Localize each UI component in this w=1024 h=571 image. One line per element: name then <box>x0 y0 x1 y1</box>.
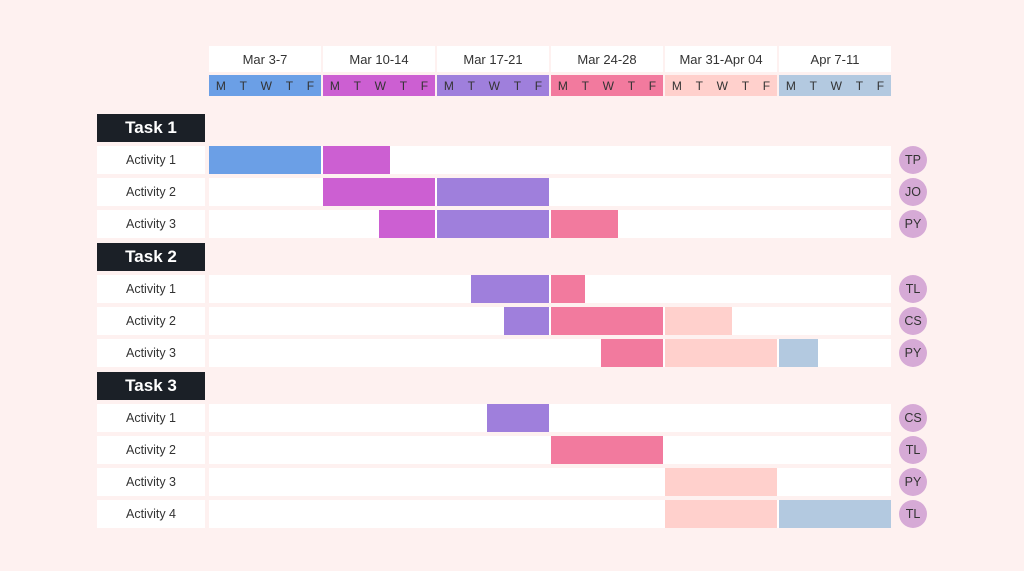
gantt-bar <box>665 339 777 367</box>
day-label: T <box>239 78 247 93</box>
activity-track <box>209 275 891 303</box>
day-label: W <box>602 78 614 93</box>
activity-label: Activity 1 <box>97 146 205 174</box>
assignee-avatar: TL <box>899 436 927 464</box>
activity-label: Activity 3 <box>97 468 205 496</box>
assignee-avatar: TP <box>899 146 927 174</box>
day-label: M <box>443 78 454 93</box>
day-label: M <box>785 78 796 93</box>
day-label: W <box>488 78 500 93</box>
gantt-bar <box>665 307 733 335</box>
assignee-avatar: PY <box>899 339 927 367</box>
day-label: T <box>627 78 636 93</box>
activity-track <box>209 146 891 174</box>
gantt-bar <box>601 339 663 367</box>
activity-track <box>209 307 891 335</box>
assignee-avatar: CS <box>899 307 927 335</box>
day-label: F <box>420 78 429 93</box>
day-label: F <box>534 78 543 93</box>
assignee-avatar: TL <box>899 500 927 528</box>
day-label: W <box>260 78 272 93</box>
week-header: Mar 17-21 <box>437 46 549 72</box>
gantt-bar <box>665 500 777 528</box>
day-label: T <box>741 78 750 93</box>
activity-track <box>209 500 891 528</box>
day-label: W <box>830 78 842 93</box>
activity-label: Activity 4 <box>97 500 205 528</box>
activity-label: Activity 1 <box>97 404 205 432</box>
week-header: Mar 31-Apr 04 <box>665 46 777 72</box>
week-header: Mar 24-28 <box>551 46 663 72</box>
assignee-avatar: PY <box>899 468 927 496</box>
day-label: T <box>285 78 294 93</box>
assignee-avatar: PY <box>899 210 927 238</box>
gantt-bar <box>551 210 619 238</box>
activity-track <box>209 436 891 464</box>
gantt-bar <box>323 146 391 174</box>
day-label: T <box>855 78 864 93</box>
day-label: M <box>557 78 568 93</box>
week-header: Apr 7-11 <box>779 46 891 72</box>
activity-track <box>209 404 891 432</box>
activity-label: Activity 2 <box>97 436 205 464</box>
gantt-bar <box>437 210 549 238</box>
day-label: F <box>762 78 771 93</box>
day-label: M <box>329 78 340 93</box>
day-label: F <box>648 78 657 93</box>
gantt-bar <box>487 404 549 432</box>
day-label: T <box>467 78 475 93</box>
week-header: Mar 3-7 <box>209 46 321 72</box>
gantt-bar <box>209 146 321 174</box>
gantt-bar <box>779 339 819 367</box>
task-header: Task 1 <box>97 114 205 142</box>
assignee-avatar: CS <box>899 404 927 432</box>
task-header: Task 3 <box>97 372 205 400</box>
activity-track <box>209 178 891 206</box>
activity-label: Activity 3 <box>97 210 205 238</box>
assignee-avatar: JO <box>899 178 927 206</box>
gantt-bar <box>551 436 663 464</box>
assignee-avatar: TL <box>899 275 927 303</box>
gantt-bar <box>470 275 549 303</box>
day-label: M <box>671 78 682 93</box>
day-label: F <box>306 78 315 93</box>
gantt-bar <box>665 468 777 496</box>
gantt-bar <box>323 178 435 206</box>
activity-label: Activity 3 <box>97 339 205 367</box>
gantt-bar <box>504 307 549 335</box>
activity-track <box>209 339 891 367</box>
day-label: W <box>374 78 386 93</box>
week-header: Mar 10-14 <box>323 46 435 72</box>
task-header: Task 2 <box>97 243 205 271</box>
gantt-bar <box>551 275 585 303</box>
day-label: T <box>581 78 589 93</box>
activity-label: Activity 2 <box>97 178 205 206</box>
day-label: T <box>513 78 522 93</box>
gantt-bar <box>551 307 663 335</box>
gantt-bar <box>779 500 891 528</box>
day-label: W <box>716 78 728 93</box>
activity-track <box>209 210 891 238</box>
gantt-bar <box>437 178 549 206</box>
gantt-bar <box>379 210 435 238</box>
day-label: M <box>215 78 226 93</box>
day-label: T <box>399 78 408 93</box>
activity-label: Activity 1 <box>97 275 205 303</box>
day-label: T <box>809 78 817 93</box>
activity-track <box>209 468 891 496</box>
day-label: T <box>353 78 361 93</box>
day-label: F <box>876 78 885 93</box>
day-label: T <box>695 78 703 93</box>
activity-label: Activity 2 <box>97 307 205 335</box>
